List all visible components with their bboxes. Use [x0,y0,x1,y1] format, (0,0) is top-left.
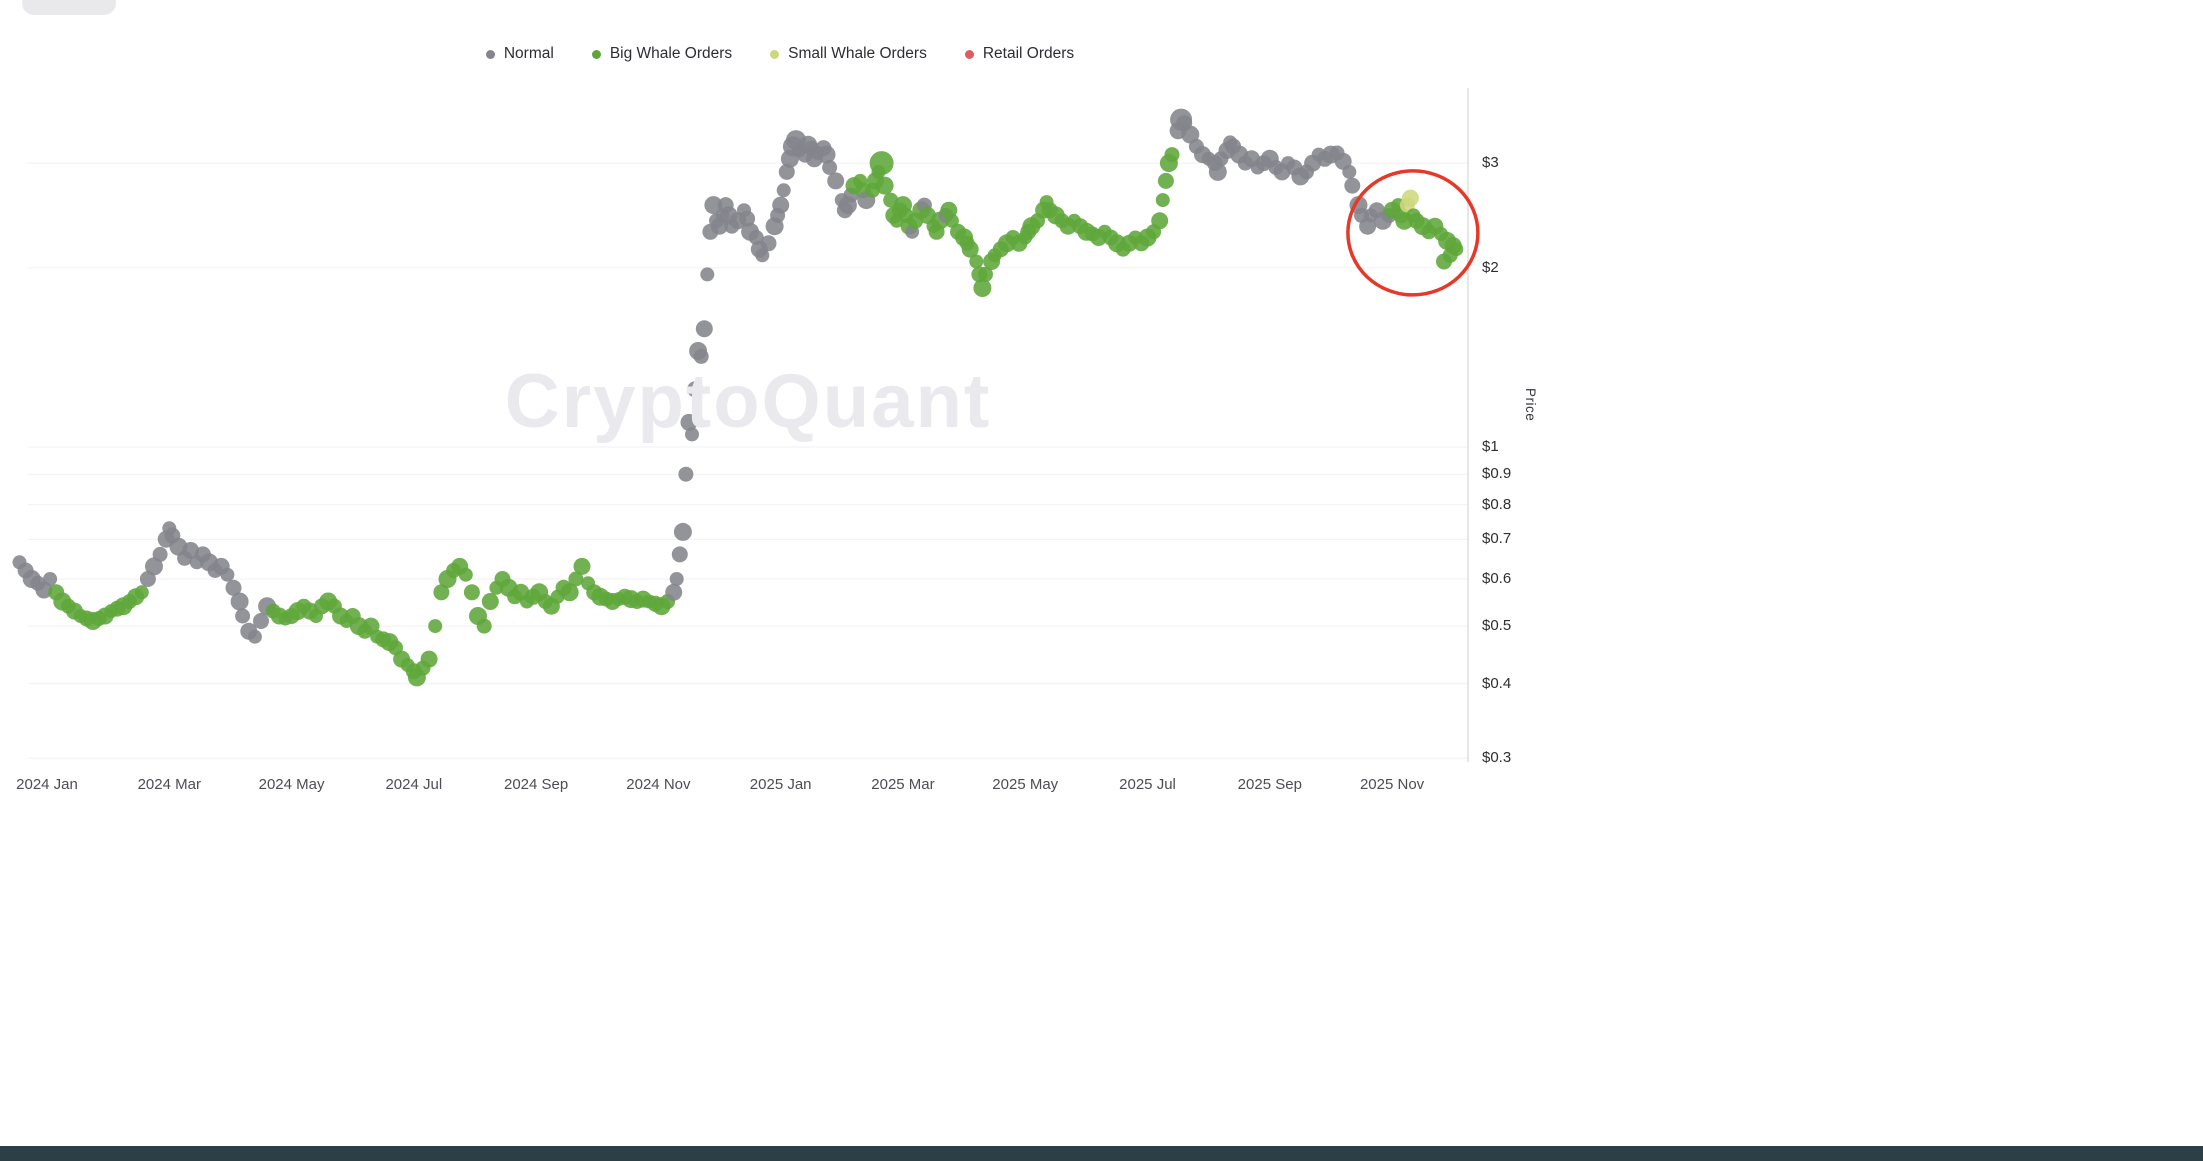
x-axis-tick-label: 2024 May [258,776,325,793]
legend-label: Normal [503,45,554,62]
data-point-n [685,427,699,442]
data-point-n [678,466,694,482]
highlight-circle-annotation [1346,169,1480,297]
x-axis-tick-label: 2024 Jan [16,776,78,793]
data-point-b [969,254,984,269]
legend-dot-icon [591,49,601,59]
toolbar-pill-button[interactable] [22,0,116,15]
data-point-n [665,583,683,601]
data-point-b [573,557,591,575]
data-point-n [669,572,684,586]
y-axis-tick-label: $0.6 [1482,570,1512,587]
legend-label: Retail Orders [982,45,1075,62]
data-point-n [704,196,723,215]
data-point-b [1151,212,1169,230]
data-point-n [772,196,790,214]
bottom-dark-bar [0,1146,2203,1161]
y-axis-tick-label: $1 [1482,438,1499,455]
x-axis-tick-label: 2025 Jul [1119,776,1176,793]
y-axis-tick-label: $3 [1482,154,1499,172]
y-axis-tick-label: $0.5 [1482,617,1512,635]
data-point-s [1401,189,1419,207]
data-point-b [560,583,579,602]
legend-item-small-whale-orders[interactable]: Small Whale Orders [770,45,927,63]
y-axis-tick-label: $0.9 [1482,465,1512,483]
data-point-b [481,593,499,610]
data-point-b [961,240,979,258]
data-point-n [671,546,688,563]
legend-item-normal[interactable]: Normal [485,45,554,63]
chart-legend: Normal Big Whale Orders Small Whale Orders… [0,42,1560,66]
y-axis-tick-label: $2 [1482,258,1499,276]
data-point-n [230,592,249,611]
data-point-b [1155,193,1170,208]
data-point-n [1344,177,1361,194]
data-point-b [568,571,584,587]
y-axis-tick-label: $0.4 [1482,674,1512,692]
data-point-n [695,320,713,338]
data-point-n [235,608,251,624]
legend-item-big-whale-orders[interactable]: Big Whale Orders [591,45,733,63]
x-axis-tick-label: 2025 May [992,776,1059,793]
legend-label: Small Whale Orders [788,45,927,62]
data-point-n [247,629,262,644]
data-point-n [700,267,715,282]
data-point-n [220,567,235,582]
data-point-n [776,183,791,198]
x-axis-tick-label: 2024 Sep [503,776,569,793]
data-point-b [1449,242,1464,257]
data-point-b [463,584,480,601]
legend-dot-icon [485,49,495,59]
y-axis-tick-label: $0.8 [1482,495,1512,513]
data-point-n [152,546,168,562]
data-point-n [225,579,242,596]
legend-label: Big Whale Orders [609,45,733,62]
data-point-n [253,613,269,629]
data-point-n [1342,164,1357,179]
y-axis-title: Price [1523,388,1538,422]
data-point-n [43,572,58,586]
data-point-b [458,567,473,582]
x-axis-tick-label: 2024 Nov [626,776,691,793]
data-point-b [420,650,438,668]
data-point-n [778,163,795,180]
y-axis-tick-label: $0.7 [1482,530,1512,548]
data-point-b [978,266,993,282]
legend-dot-icon [964,49,974,59]
data-point-n [739,210,756,227]
cryptoquant-watermark: CryptoQuant [504,359,992,444]
data-point-b [476,618,492,634]
data-point-b [428,619,443,634]
data-point-n [822,160,838,175]
data-point-b [134,585,149,600]
data-point-b [433,584,450,601]
data-point-n [35,581,53,599]
legend-item-retail-orders[interactable]: Retail Orders [964,45,1075,63]
data-point-n [755,248,770,263]
x-axis-tick-label: 2025 Sep [1237,776,1302,793]
data-point-n [680,413,698,431]
data-point-n [145,557,163,576]
data-point-b [869,151,894,176]
data-point-n [687,381,704,398]
data-point-n [817,145,836,164]
x-axis-tick-label: 2025 Mar [871,776,935,793]
y-axis-tick-label: $0.3 [1482,749,1512,767]
x-axis-tick-label: 2025 Jan [749,776,812,793]
data-point-b [875,176,894,195]
data-point-b [973,279,992,297]
data-point-n [693,348,709,364]
data-point-n [760,235,777,252]
data-point-n [1208,162,1227,181]
x-axis-tick-label: 2025 Nov [1359,776,1425,793]
x-axis-tick-label: 2024 Jul [385,776,443,793]
legend-dot-icon [770,49,780,59]
x-axis-tick-label: 2024 Mar [137,776,201,793]
data-point-b [1164,147,1180,163]
data-point-n [827,172,845,190]
data-point-n [673,522,692,541]
data-point-b [1157,172,1174,189]
